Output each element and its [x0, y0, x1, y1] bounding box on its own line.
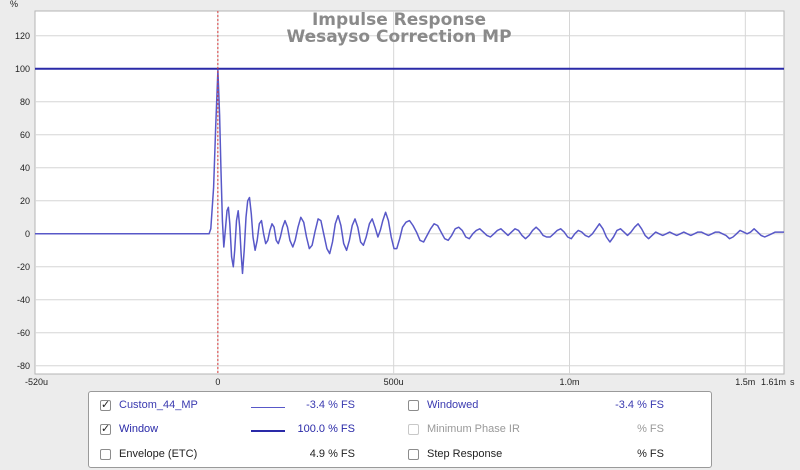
series-line-custom-44-mp: [35, 69, 784, 275]
legend-swatch-window: [251, 430, 285, 432]
legend-label-windowed: Windowed: [427, 399, 479, 411]
series-layer: [35, 67, 784, 275]
y-tick-label: 20: [20, 196, 30, 206]
y-tick-label: -40: [17, 295, 30, 305]
y-tick-label: -80: [17, 361, 30, 371]
checkbox-minimum-phase-ir: [408, 424, 419, 435]
checkbox-custom-44-mp[interactable]: ✓: [100, 399, 111, 411]
legend-label-envelope-etc: Envelope (ETC): [119, 448, 198, 460]
legend-label-custom-44-mp: Custom_44_MP: [119, 399, 198, 411]
x-tick-label: 500u: [384, 377, 404, 387]
legend-value-custom-44-mp: -3.4 % FS: [306, 399, 355, 411]
legend-value-envelope-etc: 4.9 % FS: [309, 448, 355, 460]
x-tick-label: -520u: [25, 377, 48, 387]
x-axis-unit: s: [790, 377, 795, 387]
y-tick-label: 60: [20, 130, 30, 140]
y-tick-label: 80: [20, 97, 30, 107]
y-tick-label: -60: [17, 328, 30, 338]
legend-label-step-response: Step Response: [427, 448, 503, 460]
legend-swatch-custom-44-mp: [251, 407, 285, 408]
y-axis-unit: %: [10, 0, 18, 9]
checkbox-step-response[interactable]: [408, 449, 419, 460]
y-tick-label: 120: [15, 31, 30, 41]
x-tick-label: 1.5m: [735, 377, 755, 387]
checkbox-envelope-etc[interactable]: [100, 449, 111, 460]
legend-value-minimum-phase-ir: % FS: [637, 423, 664, 435]
checkbox-windowed[interactable]: [408, 400, 419, 411]
y-tick-label: -20: [17, 262, 30, 272]
legend-value-windowed: -3.4 % FS: [615, 399, 664, 411]
x-tick-label: 1.0m: [559, 377, 579, 387]
legend-label-window: Window: [119, 423, 159, 435]
checkbox-window[interactable]: ✓: [100, 423, 111, 435]
legend-value-step-response: % FS: [637, 448, 664, 460]
x-tick-label: 0: [215, 377, 220, 387]
legend-label-minimum-phase-ir: Minimum Phase IR: [427, 423, 520, 435]
chart-subtitle: Wesayso Correction MP: [286, 27, 511, 47]
impulse-response-chart[interactable]: -80 -60 -40 -20 0 20 40 60 80 100 120 -520u 0 500u 1.0…: [0, 0, 800, 390]
x-tick-label: 1.61m: [761, 377, 786, 387]
y-tick-label: 40: [20, 163, 30, 173]
y-tick-label: 0: [25, 229, 30, 239]
legend-panel: ✓ Custom_44_MP -3.4 % FS ✓ Window 100.0 …: [88, 391, 712, 468]
y-tick-label: 100: [15, 64, 30, 74]
chart-title: Impulse Response: [312, 10, 486, 30]
plot-area[interactable]: [34, 10, 785, 375]
legend-value-window: 100.0 % FS: [297, 423, 355, 435]
tick-labels: -80 -60 -40 -20 0 20 40 60 80 100 120 -520u 0 500u 1.0…: [15, 31, 786, 387]
